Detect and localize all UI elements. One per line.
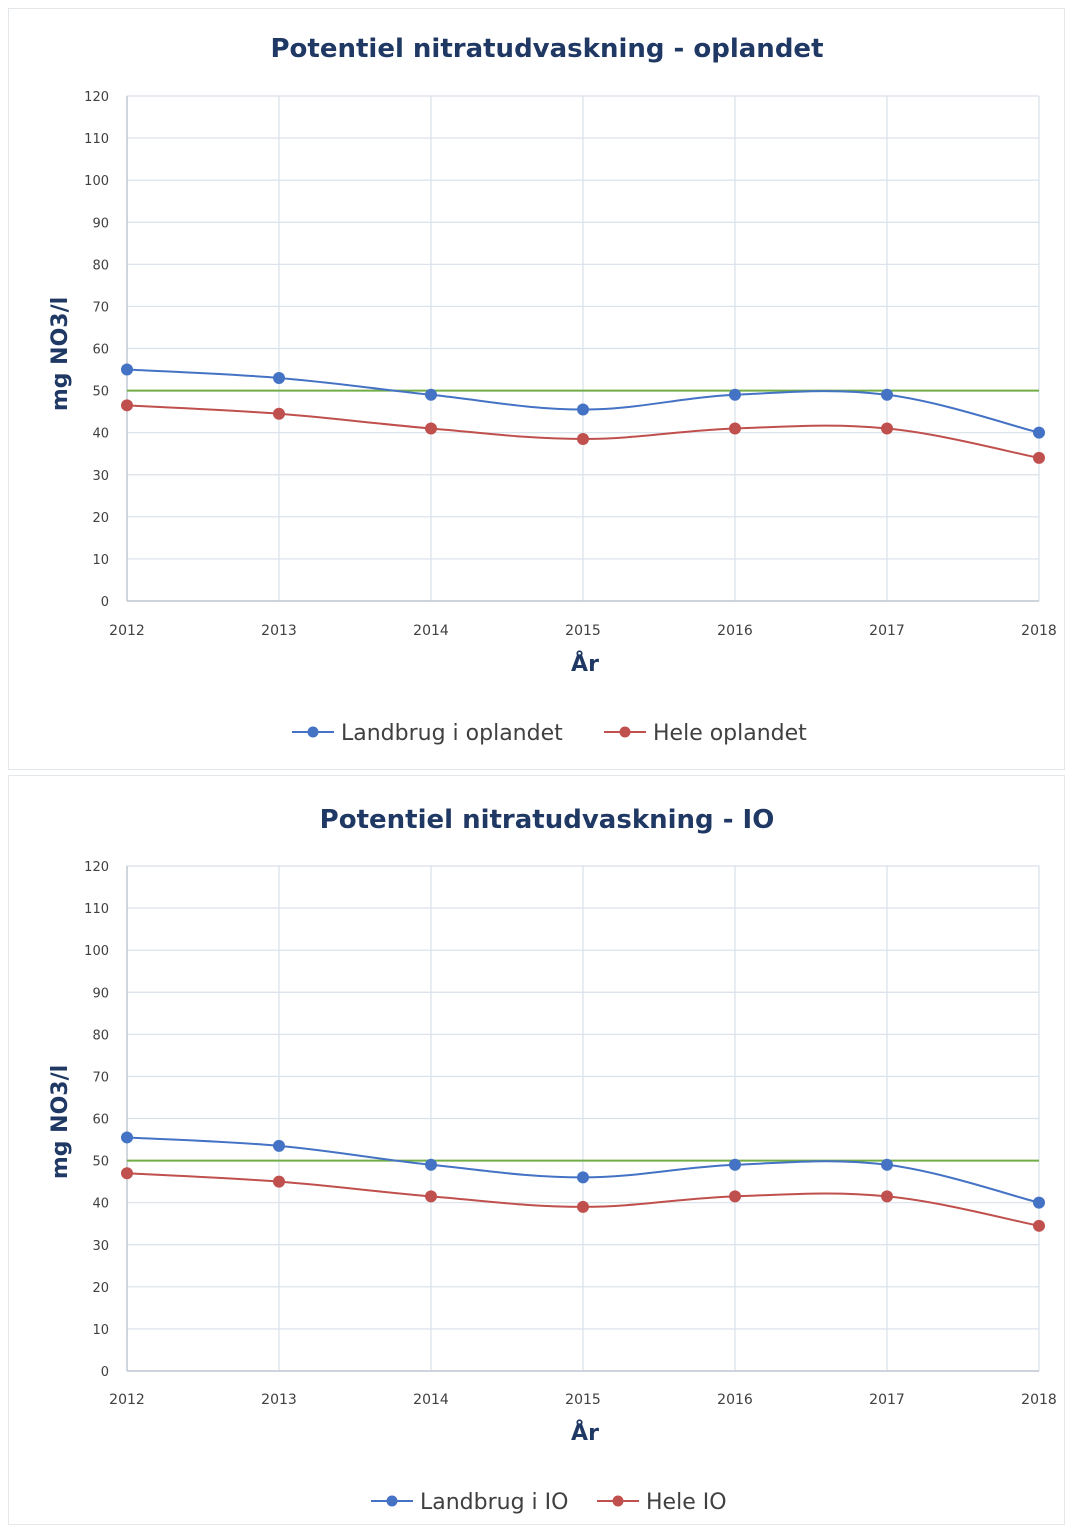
y-tick-label: 40 — [92, 427, 109, 442]
y-tick-label: 0 — [101, 1365, 109, 1380]
y-tick-label: 20 — [92, 511, 109, 526]
chart-panel-io: Potentiel nitratudvaskning - IO mg NO3/l… — [8, 775, 1065, 1525]
y-axis-label: mg NO3/l — [48, 1065, 73, 1179]
x-tick-label: 2012 — [109, 1392, 145, 1408]
legend-marker — [619, 726, 631, 738]
series-1 — [121, 363, 1045, 439]
y-tick-label: 80 — [92, 1028, 109, 1043]
data-point — [121, 399, 133, 412]
data-point — [273, 371, 285, 384]
x-tick-label: 2014 — [413, 623, 449, 639]
x-tick-label: 2014 — [413, 1392, 449, 1408]
x-tick-label: 2013 — [261, 1392, 297, 1408]
x-tick-label: 2012 — [109, 623, 145, 639]
chart-svg-io: Potentiel nitratudvaskning - IO mg NO3/l… — [48, 805, 1057, 1515]
y-tick-label: 110 — [84, 132, 109, 147]
data-point — [273, 1139, 285, 1152]
data-point — [121, 363, 133, 376]
legend-entry: Hele oplandet — [604, 721, 807, 746]
x-tick-label: 2016 — [717, 623, 753, 639]
y-tick-label: 110 — [84, 902, 109, 917]
data-point — [425, 1158, 437, 1171]
data-point — [881, 422, 893, 435]
legend-label: Landbrug i IO — [420, 1490, 568, 1515]
series-1 — [121, 1131, 1045, 1209]
y-tick-label: 60 — [92, 1113, 109, 1128]
y-tick-label: 120 — [84, 90, 109, 105]
data-point — [729, 422, 741, 435]
series-2 — [121, 399, 1045, 464]
legend-marker — [612, 1495, 624, 1507]
legend-marker — [307, 726, 319, 738]
x-tick-label: 2013 — [261, 623, 297, 639]
series-2 — [121, 1167, 1045, 1232]
data-point — [1033, 426, 1045, 439]
data-point — [729, 1158, 741, 1171]
x-axis-label: År — [571, 651, 599, 677]
data-point — [577, 1200, 589, 1213]
x-tick-label: 2015 — [565, 623, 601, 639]
chart-panel-oplandet: Potentiel nitratudvaskning - oplandet mg… — [8, 8, 1065, 770]
y-tick-label: 50 — [92, 1155, 109, 1170]
legend-label: Hele IO — [646, 1490, 727, 1515]
legend-marker — [386, 1495, 398, 1507]
legend-entry: Landbrug i IO — [371, 1490, 568, 1515]
y-tick-label: 90 — [92, 216, 109, 231]
data-point — [1033, 1219, 1045, 1232]
gridlines — [126, 865, 1040, 1372]
data-point — [881, 1158, 893, 1171]
x-tick-label: 2017 — [869, 1392, 905, 1408]
chart-svg-oplandet: Potentiel nitratudvaskning - oplandet mg… — [48, 34, 1057, 746]
chart-title: Potentiel nitratudvaskning - IO — [320, 805, 775, 835]
x-tick-label: 2018 — [1021, 1392, 1057, 1408]
y-tick-label: 100 — [84, 174, 109, 189]
data-point — [881, 388, 893, 401]
y-tick-label: 50 — [92, 385, 109, 400]
x-tick-label: 2016 — [717, 1392, 753, 1408]
data-point — [121, 1167, 133, 1180]
data-point — [729, 1190, 741, 1203]
data-point — [1033, 451, 1045, 464]
legend-label: Landbrug i oplandet — [341, 721, 563, 746]
x-axis-label: År — [571, 1420, 599, 1446]
data-point — [577, 1171, 589, 1184]
data-point — [577, 403, 589, 416]
data-point — [881, 1190, 893, 1203]
y-tick-label: 100 — [84, 944, 109, 959]
y-tick-label: 60 — [92, 343, 109, 358]
data-point — [577, 432, 589, 445]
y-tick-label: 40 — [92, 1197, 109, 1212]
y-tick-label: 10 — [92, 1323, 109, 1338]
y-tick-label: 70 — [92, 300, 109, 315]
data-point — [273, 407, 285, 420]
data-point — [121, 1131, 133, 1144]
y-tick-label: 10 — [92, 553, 109, 568]
chart-title: Potentiel nitratudvaskning - oplandet — [270, 34, 823, 64]
data-point — [273, 1175, 285, 1188]
y-tick-label: 120 — [84, 860, 109, 875]
y-axis-label: mg NO3/l — [48, 297, 73, 411]
data-point — [425, 388, 437, 401]
y-tick-label: 30 — [92, 1239, 109, 1254]
data-point — [425, 1190, 437, 1203]
x-tick-label: 2015 — [565, 1392, 601, 1408]
y-tick-label: 30 — [92, 469, 109, 484]
y-tick-label: 70 — [92, 1070, 109, 1085]
data-point — [425, 422, 437, 435]
legend-entry: Hele IO — [597, 1490, 727, 1515]
x-tick-label: 2018 — [1021, 623, 1057, 639]
data-point — [729, 388, 741, 401]
legend-label: Hele oplandet — [653, 721, 807, 746]
y-tick-label: 90 — [92, 986, 109, 1001]
y-tick-label: 80 — [92, 258, 109, 273]
gridlines — [126, 95, 1040, 602]
y-tick-label: 0 — [101, 595, 109, 610]
x-tick-label: 2017 — [869, 623, 905, 639]
data-point — [1033, 1196, 1045, 1209]
y-tick-label: 20 — [92, 1281, 109, 1296]
legend-entry: Landbrug i oplandet — [292, 721, 563, 746]
